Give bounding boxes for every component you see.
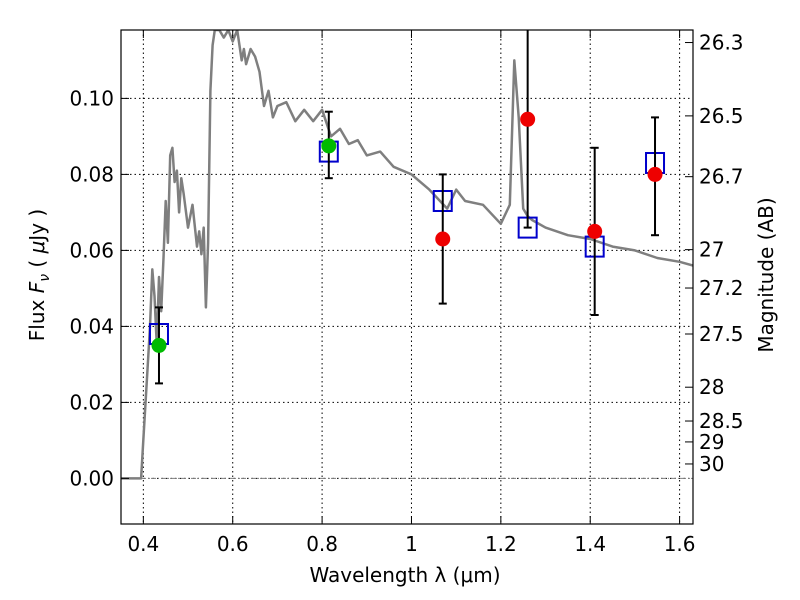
x-axis-title: Wavelength λ (μm) <box>309 563 500 587</box>
measurement-point <box>647 166 663 182</box>
detection-point <box>151 337 167 353</box>
right-tick-label: 26.7 <box>699 165 744 189</box>
x-tick-label: 0.4 <box>127 532 159 556</box>
right-tick-label: 28 <box>699 375 724 399</box>
x-tick-label: 1 <box>405 532 418 556</box>
x-tick-label: 1.4 <box>574 532 606 556</box>
detection-point <box>321 138 337 154</box>
right-axis-title: Magnitude (AB) <box>754 197 778 352</box>
measurement-point <box>587 223 603 239</box>
measurement-point <box>520 111 536 127</box>
right-tick-label: 27.2 <box>699 276 744 300</box>
x-tick-label: 1.2 <box>485 532 517 556</box>
model-spectrum-line <box>121 30 693 480</box>
measurement-point <box>435 231 451 247</box>
y-tick-label: 0.10 <box>69 86 114 110</box>
right-tick-label: 28.5 <box>699 409 744 433</box>
right-tick-label: 26.3 <box>699 31 744 55</box>
x-tick-label: 0.8 <box>306 532 338 556</box>
axes: 0.4 0.6 0.8 1 1.2 1.4 1.6 0.00 0.02 0.04 0.06 0.08 0… <box>69 30 744 556</box>
right-tick-label: 27 <box>699 238 724 262</box>
right-tick-label: 30 <box>699 452 724 476</box>
plot-area <box>121 30 693 480</box>
y-axis-title: Flux Fν ( μJy ) <box>25 209 53 341</box>
y-tick-label: 0.00 <box>69 466 114 490</box>
plot-frame <box>120 29 694 525</box>
y-tick-label: 0.08 <box>69 162 114 186</box>
x-tick-label: 1.6 <box>664 532 696 556</box>
y-tick-label: 0.06 <box>69 238 114 262</box>
right-tick-label: 26.5 <box>699 104 744 128</box>
right-tick-label: 27.5 <box>699 322 744 346</box>
x-tick-label: 0.6 <box>217 532 249 556</box>
y-tick-label: 0.04 <box>69 314 114 338</box>
y-tick-label: 0.02 <box>69 390 114 414</box>
right-tick-label: 29 <box>699 430 724 454</box>
